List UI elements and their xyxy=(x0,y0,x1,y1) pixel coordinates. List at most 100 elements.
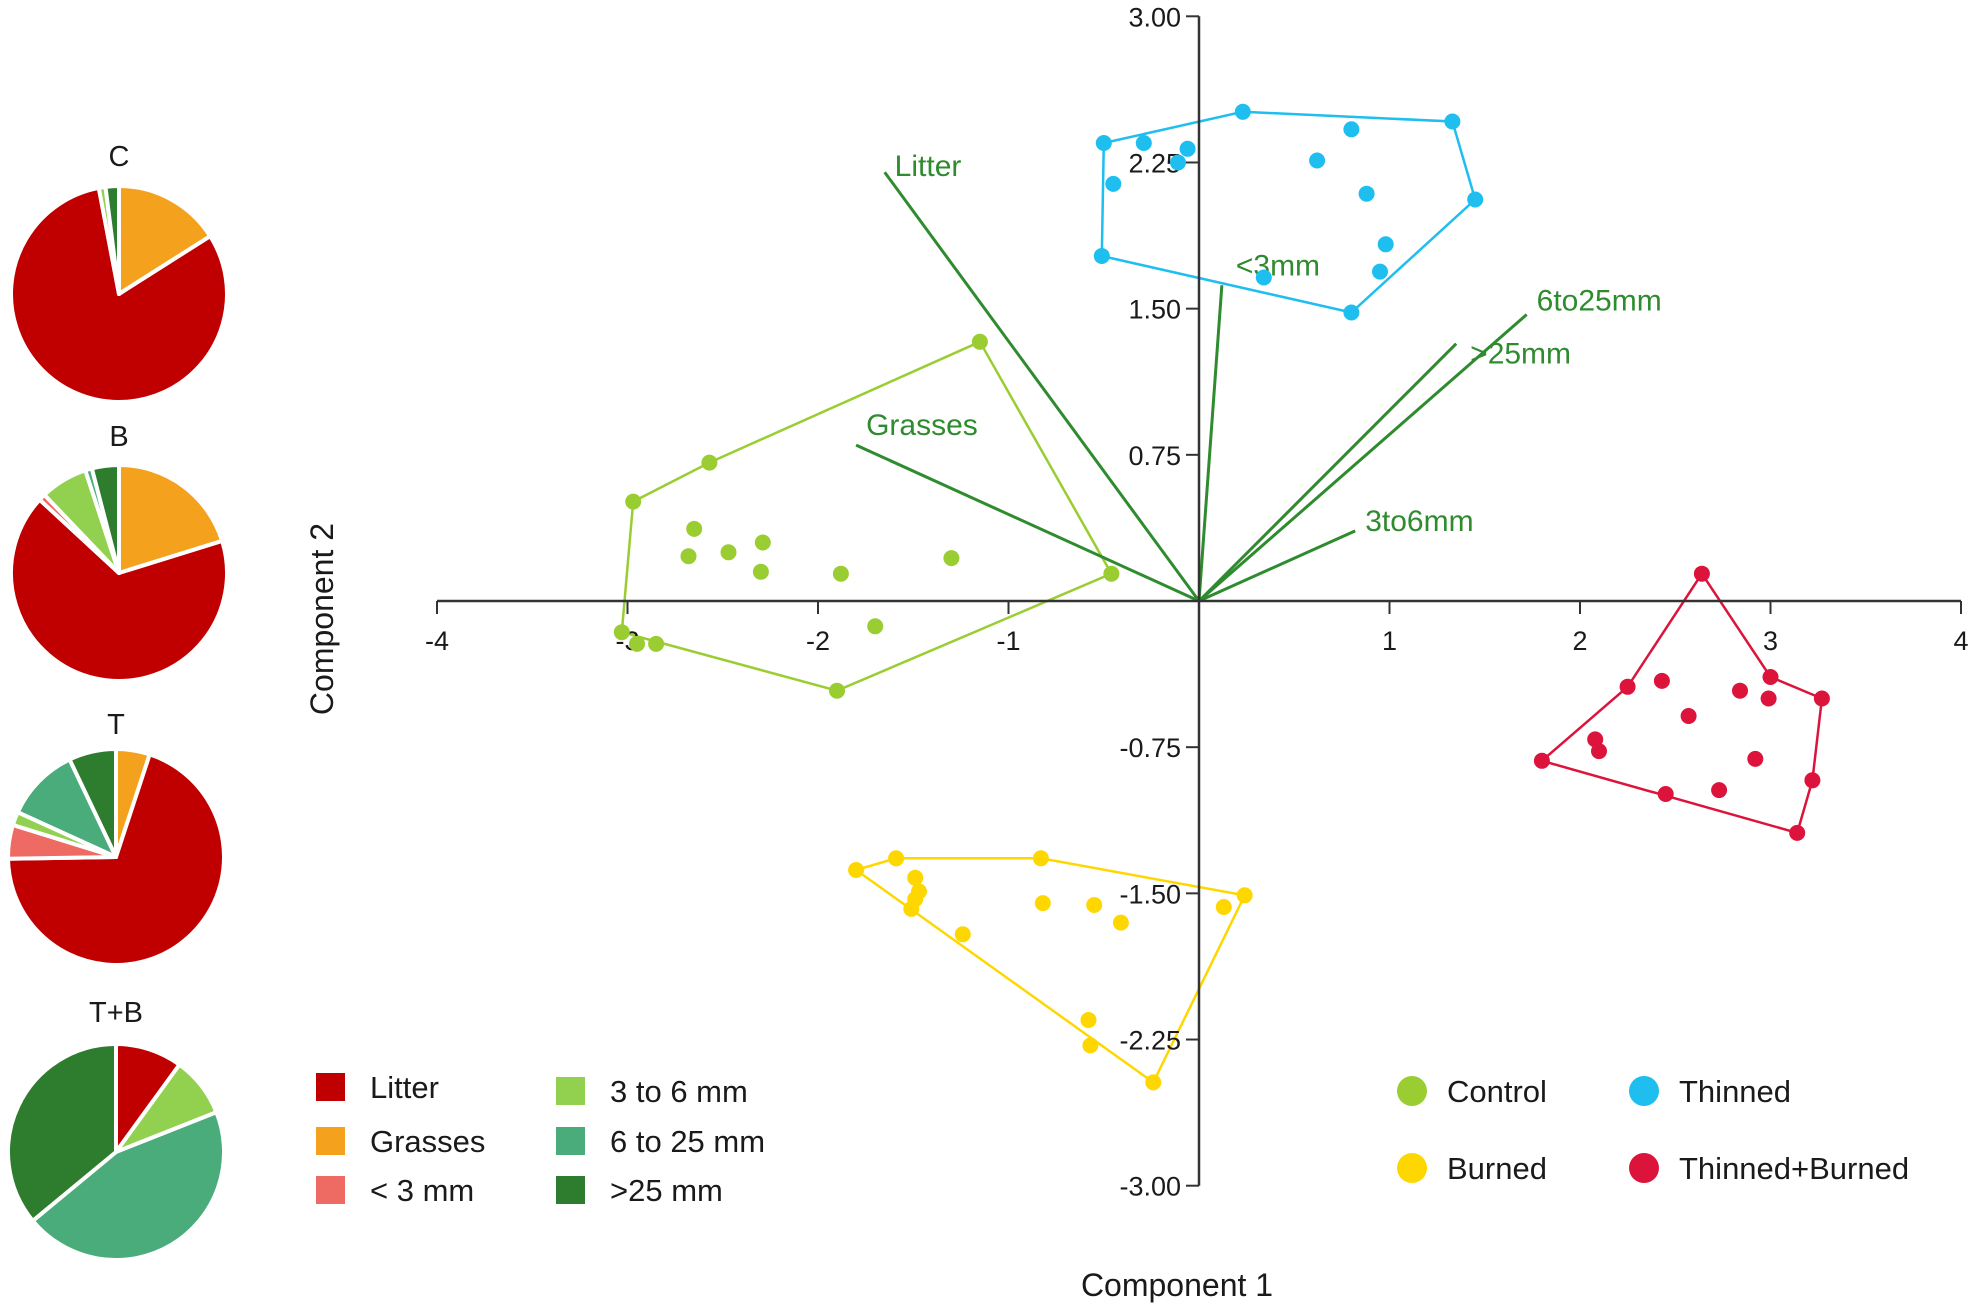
x-tick-label: 1 xyxy=(1382,626,1397,656)
point-thinned-burned xyxy=(1680,708,1697,724)
point-burned xyxy=(848,862,865,878)
point-thinned-burned xyxy=(1762,669,1779,685)
point-burned xyxy=(1086,897,1103,913)
legend-marker-thinned xyxy=(1629,1076,1659,1106)
pie-legend-swatch-3-mm xyxy=(316,1176,345,1204)
point-thinned xyxy=(1377,236,1394,253)
y-tick-label: -0.75 xyxy=(1119,733,1181,763)
point-thinned xyxy=(1135,135,1152,151)
point-thinned-burned xyxy=(1711,782,1728,799)
pie-legend-label-3-to-6-mm: 3 to 6 mm xyxy=(610,1074,748,1109)
axis-titles: Component 1 Component 2 xyxy=(304,523,1273,1303)
pie-legend-label-litter: Litter xyxy=(370,1070,439,1105)
point-thinned-burned xyxy=(1533,752,1550,769)
x-axis-title: Component 1 xyxy=(1081,1267,1273,1303)
point-thinned xyxy=(1105,175,1122,192)
x-tick-label: 4 xyxy=(1953,626,1968,656)
y-axis-title: Component 2 xyxy=(304,523,340,715)
point-control xyxy=(832,565,849,582)
y-tick-label: 1.50 xyxy=(1128,295,1181,325)
point-thinned xyxy=(1309,152,1326,169)
pie-title: C xyxy=(109,141,130,173)
group-legend: Control Thinned Burned Thinned+Burned xyxy=(1397,1074,1909,1186)
pie-title: B xyxy=(109,421,128,453)
point-thinned-burned xyxy=(1760,690,1777,707)
point-control xyxy=(648,635,665,652)
pie-legend-label-25-mm: >25 mm xyxy=(610,1173,723,1208)
point-thinned xyxy=(1255,269,1272,286)
point-burned xyxy=(954,926,971,943)
hulls xyxy=(620,110,1824,1085)
pie-t: T xyxy=(6,709,226,967)
loading-label-grasses: Grasses xyxy=(866,409,978,442)
point-control xyxy=(625,493,642,510)
point-control xyxy=(720,544,737,561)
hull-thinned-burned xyxy=(1539,571,1824,835)
pie-legend-swatch-3-to-6-mm xyxy=(556,1077,585,1105)
point-thinned-burned xyxy=(1619,678,1636,695)
pie-slice-litter xyxy=(9,497,229,683)
loading-line-litter xyxy=(883,171,1201,602)
point-burned xyxy=(907,869,924,886)
point-burned xyxy=(1112,914,1129,931)
point-burned xyxy=(1215,899,1232,915)
loading-line-3mm xyxy=(1197,285,1224,602)
x-tick-label: 3 xyxy=(1763,626,1778,656)
loading-vectors: Litter Grasses <3mm >25mm 6to25mm 3to6mm xyxy=(855,150,1662,603)
loading-label-25mm: >25mm xyxy=(1470,338,1571,371)
point-control xyxy=(867,618,884,635)
point-thinned xyxy=(1234,103,1251,120)
y-tick-label: -3.00 xyxy=(1119,1172,1181,1202)
scatter-points xyxy=(613,103,1830,1091)
loading-label-3to6mm: 3to6mm xyxy=(1365,505,1473,538)
point-thinned-burned xyxy=(1732,682,1748,699)
point-burned xyxy=(888,850,905,867)
point-burned xyxy=(903,900,920,917)
y-tick-label: -1.50 xyxy=(1119,879,1181,909)
x-tick-label: -1 xyxy=(996,626,1020,656)
legend-marker-burned xyxy=(1397,1153,1427,1183)
pie-slice-litter xyxy=(6,752,226,967)
point-burned xyxy=(1236,887,1253,904)
point-thinned-burned xyxy=(1813,690,1830,707)
pie-title: T+B xyxy=(89,997,143,1029)
point-thinned xyxy=(1343,121,1360,138)
y-tick-label: -2.25 xyxy=(1119,1026,1181,1056)
biplot: Litter Grasses <3mm >25mm 6to25mm 3to6mm -4 -3… xyxy=(304,2,1969,1303)
pie-legend: Litter Grasses < 3 mm 3 to 6 mm 6 to 25 mm >2… xyxy=(316,1070,765,1208)
point-thinned-burned xyxy=(1789,824,1806,841)
point-thinned xyxy=(1343,304,1360,321)
point-control xyxy=(829,682,845,699)
point-thinned xyxy=(1170,154,1186,171)
loading-line-6to25mm xyxy=(1198,313,1528,603)
point-control xyxy=(680,548,697,565)
loading-label-6to25mm: 6to25mm xyxy=(1537,284,1662,317)
legend-marker-thinned-burned xyxy=(1629,1153,1659,1183)
point-control xyxy=(1103,565,1120,582)
point-control xyxy=(701,454,718,471)
hull-control xyxy=(620,340,1114,693)
point-burned xyxy=(1034,895,1051,912)
point-burned xyxy=(1145,1074,1162,1091)
legend-label-burned: Burned xyxy=(1447,1151,1547,1186)
pie-legend-swatch-litter xyxy=(316,1073,345,1101)
point-thinned xyxy=(1467,191,1484,208)
loading-line-3to6mm xyxy=(1198,529,1356,603)
point-thinned xyxy=(1093,248,1110,264)
pie-slice-6-to-25-mm xyxy=(30,1110,226,1263)
pie-c: C xyxy=(9,141,229,404)
point-control xyxy=(613,624,630,641)
point-thinned-burned xyxy=(1591,743,1607,760)
pie-b: B xyxy=(9,421,229,683)
loading-label-3mm: <3mm xyxy=(1236,249,1320,282)
point-control xyxy=(943,550,960,567)
point-thinned-burned xyxy=(1657,786,1674,802)
pie-legend-label-6-to-25-mm: 6 to 25 mm xyxy=(610,1124,765,1159)
x-tick-label: -2 xyxy=(806,626,830,656)
axes: -4 -3 -2 -1 1 2 3 43.002.251.500.75-0.75-1.50-2… xyxy=(425,2,1969,1201)
pie-legend-swatch-25-mm xyxy=(556,1176,585,1204)
hull-thinned xyxy=(1100,110,1477,314)
point-thinned-burned xyxy=(1804,772,1821,789)
point-burned xyxy=(1080,1012,1097,1028)
point-control xyxy=(686,520,703,537)
